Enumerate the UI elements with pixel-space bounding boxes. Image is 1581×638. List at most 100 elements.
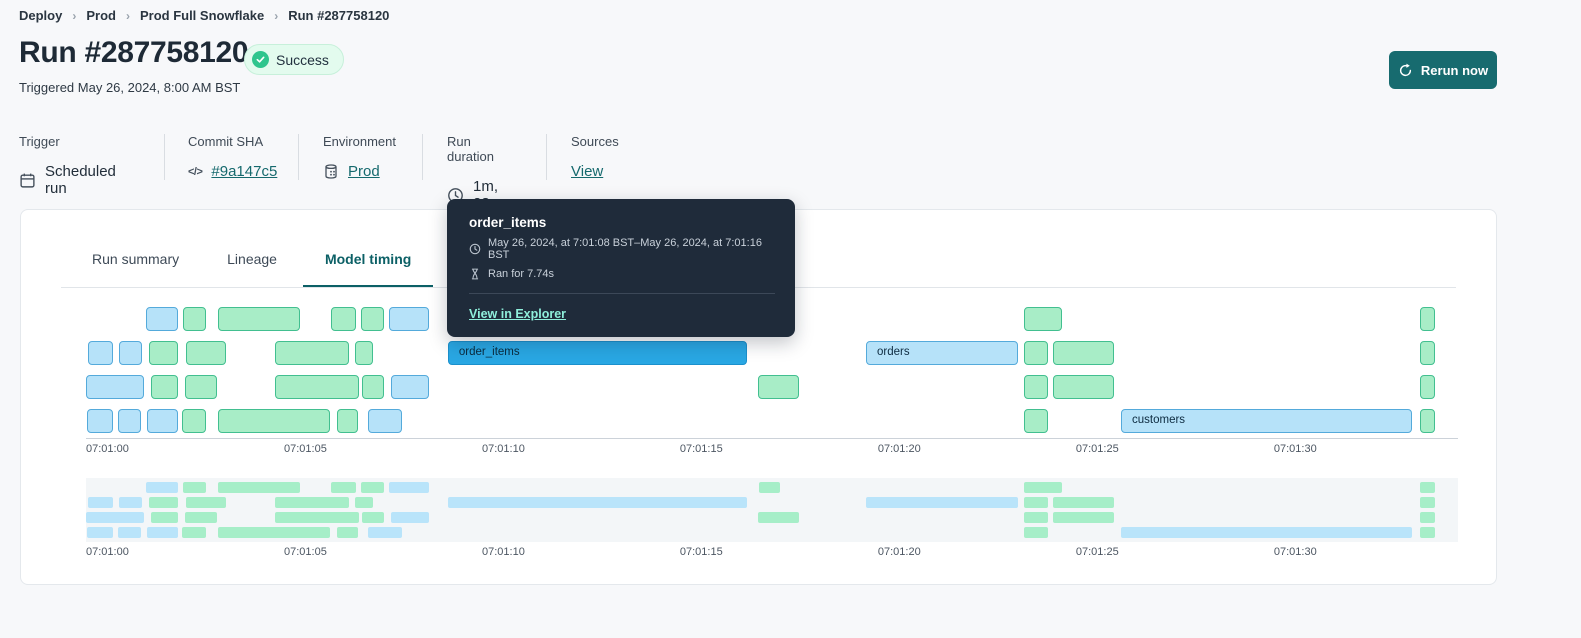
minimap-bar (1052, 512, 1114, 523)
minimap-bar (185, 512, 218, 523)
axis-tick-label: 07:01:15 (679, 443, 723, 455)
axis-tick-label: 07:01:10 (482, 546, 525, 558)
gantt-bar[interactable] (217, 409, 330, 433)
breadcrumb-prod[interactable]: Prod (86, 8, 116, 23)
gantt-bar[interactable] (390, 375, 429, 399)
tab-run-summary[interactable]: Run summary (92, 251, 180, 267)
gantt-bar[interactable] (185, 375, 218, 399)
detail-label: Commit SHA (188, 134, 264, 149)
gantt-bar[interactable] (118, 409, 142, 433)
axis-tick-label: 07:01:10 (482, 443, 525, 455)
sources-view-link[interactable]: View (571, 163, 604, 180)
axis-tick-label: 07:01:20 (877, 546, 921, 558)
minimap-bar (183, 482, 206, 493)
gantt-bar[interactable] (87, 409, 113, 433)
gantt-bar[interactable] (757, 375, 800, 399)
clock-icon (469, 243, 481, 255)
gantt-bar[interactable] (217, 307, 300, 331)
minimap-bar (150, 512, 178, 523)
gantt-bar[interactable] (362, 375, 385, 399)
hourglass-icon (469, 268, 481, 280)
minimap-bar (118, 527, 142, 538)
minimap-bar (88, 497, 113, 508)
page-title: Run #287758120 (19, 36, 249, 69)
minimap-bar (86, 512, 144, 523)
gantt-bar[interactable] (88, 341, 113, 365)
gantt-bar[interactable] (360, 307, 385, 331)
minimap-bar (274, 497, 349, 508)
minimap-bar (147, 527, 178, 538)
refresh-icon (1398, 63, 1413, 78)
tab-model-timing[interactable]: Model timing (302, 251, 434, 288)
gantt-bar[interactable] (1024, 341, 1048, 365)
detail-commit: Commit SHA </> #9a147c5 (188, 134, 277, 180)
gantt-bar[interactable] (1024, 307, 1062, 331)
gantt-bar[interactable] (354, 341, 374, 365)
minimap-bar (149, 497, 178, 508)
gantt-bar[interactable] (1420, 409, 1435, 433)
tab-lineage[interactable]: Lineage (227, 251, 277, 267)
gantt-bar[interactable] (1024, 375, 1048, 399)
axis-tick-label: 07:01:00 (86, 546, 129, 558)
gantt-bar[interactable] (1052, 341, 1114, 365)
breadcrumb-run[interactable]: Run #287758120 (288, 8, 390, 23)
commit-sha-link[interactable]: #9a147c5 (211, 163, 278, 180)
gantt-bar[interactable] (181, 409, 206, 433)
minimap-bar (1024, 482, 1062, 493)
gantt-bar[interactable] (147, 409, 178, 433)
divider (164, 134, 165, 180)
status-badge: Success (244, 44, 344, 75)
environment-link[interactable]: Prod (348, 163, 380, 180)
breadcrumb-deploy[interactable]: Deploy (19, 8, 63, 23)
minimap-bar (274, 512, 359, 523)
gantt-bar[interactable] (118, 341, 142, 365)
axis-tick-label: 07:01:00 (86, 443, 129, 455)
gantt-bar[interactable] (183, 307, 206, 331)
gantt-bar-order_items[interactable]: order_items (447, 341, 747, 365)
gantt-bar[interactable] (149, 341, 178, 365)
time-axis: 07:01:00 07:01:05 07:01:10 07:01:15 07:01:20… (86, 443, 1458, 455)
minimap-bar (1024, 512, 1048, 523)
minimap-bar (1121, 527, 1412, 538)
success-check-icon (252, 51, 269, 68)
breadcrumb-chevron-icon: › (125, 8, 130, 23)
minimap-bar (367, 527, 402, 538)
minimap-bar (447, 497, 747, 508)
gantt-bar[interactable] (388, 307, 429, 331)
gantt-bar[interactable] (274, 341, 349, 365)
gantt-bar-customers[interactable]: customers (1121, 409, 1412, 433)
breadcrumb-chevron-icon: › (72, 8, 77, 23)
gantt-bar[interactable] (86, 375, 144, 399)
gantt-bar-orders[interactable]: orders (866, 341, 1018, 365)
minimap-bar (360, 482, 385, 493)
minimap-bar (1420, 512, 1435, 523)
gantt-bar[interactable] (1420, 375, 1435, 399)
gantt-bar[interactable] (1052, 375, 1114, 399)
axis-tick-label: 07:01:25 (1075, 443, 1119, 455)
timeline-minimap[interactable] (86, 478, 1458, 542)
gantt-bar[interactable] (337, 409, 358, 433)
rerun-now-label: Rerun now (1420, 62, 1489, 78)
status-badge-label: Success (276, 51, 329, 68)
gantt-bar[interactable] (331, 307, 356, 331)
minimap-bar (186, 497, 227, 508)
detail-label: Run duration (447, 134, 494, 164)
minimap-bar (337, 527, 358, 538)
gantt-bar[interactable] (1024, 409, 1048, 433)
gantt-bar[interactable] (1420, 307, 1435, 331)
rerun-now-button[interactable]: Rerun now (1389, 51, 1497, 89)
gantt-bar[interactable] (367, 409, 402, 433)
time-axis-minimap: 07:01:00 07:01:05 07:01:10 07:01:15 07:01:20… (86, 546, 1458, 558)
axis-tick-label: 07:01:05 (284, 546, 327, 558)
gantt-bar[interactable] (274, 375, 359, 399)
gantt-bar[interactable] (186, 341, 227, 365)
view-in-explorer-link[interactable]: View in Explorer (469, 307, 567, 321)
model-timing-gantt: order_items orders customers (86, 307, 1458, 433)
gantt-bar[interactable] (146, 307, 178, 331)
gantt-bar[interactable] (150, 375, 178, 399)
breadcrumb-job[interactable]: Prod Full Snowflake (139, 8, 265, 23)
minimap-bar (758, 482, 781, 493)
minimap-bar (1052, 497, 1114, 508)
minimap-bar (181, 527, 206, 538)
gantt-bar[interactable] (1420, 341, 1435, 365)
